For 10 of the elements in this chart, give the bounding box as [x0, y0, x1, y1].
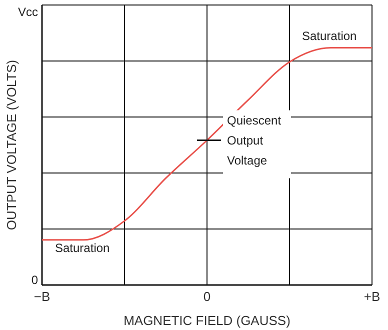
x-tick-label: −B	[34, 289, 50, 304]
x-tick-label: 0	[203, 289, 211, 304]
y-axis-title: OUTPUT VOLTAGE (VOLTS)	[4, 60, 19, 230]
text: 0	[31, 273, 38, 287]
annotation: Saturation	[55, 241, 110, 255]
annotation: Quiescent Output Voltage	[227, 113, 282, 168]
x-tick-label: +B	[364, 289, 380, 304]
text: Vcc	[18, 5, 38, 19]
text: Saturation	[302, 29, 357, 43]
x-axis-title: MAGNETIC FIELD (GAUSS)	[124, 313, 290, 328]
